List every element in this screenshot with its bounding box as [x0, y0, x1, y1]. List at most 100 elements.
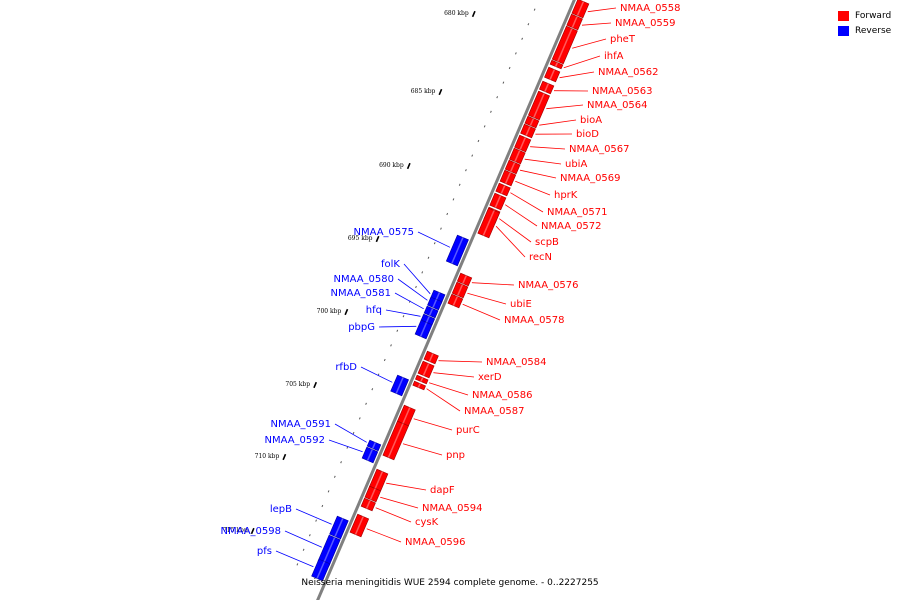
- gene-feature-highlight: [554, 62, 559, 67]
- tick-mark: [471, 10, 476, 18]
- gene-feature-NMAA_0571[interactable]: [495, 182, 511, 197]
- gene-label-NMAA_0587: NMAA_0587: [464, 406, 525, 417]
- gene-feature-pheT[interactable]: [551, 25, 578, 65]
- legend-item-forward: Forward: [838, 8, 898, 23]
- tick-mark: [344, 308, 349, 316]
- minor-tick: [496, 96, 499, 99]
- leader-line: [394, 292, 424, 310]
- gene-label-ihfA: ihfA: [604, 51, 624, 62]
- gene-feature-NMAA_0591[interactable]: [366, 439, 382, 452]
- minor-tick: [358, 417, 361, 420]
- gene-feature-rfbD[interactable]: [390, 374, 409, 397]
- gene-feature-highlight: [557, 28, 573, 62]
- gene-feature-pfs[interactable]: [311, 558, 331, 582]
- leader-line: [380, 496, 419, 509]
- gene-feature-cysK[interactable]: [360, 497, 376, 512]
- gene-feature-ubiE[interactable]: [451, 281, 469, 299]
- gene-feature-NMAA_0562[interactable]: [544, 66, 561, 83]
- gene-feature-NMAA_0563[interactable]: [539, 80, 555, 95]
- leader-line: [417, 231, 451, 248]
- minor-tick: [390, 344, 392, 347]
- minor-tick: [452, 198, 455, 201]
- gene-feature-NMAA_0576[interactable]: [456, 272, 473, 287]
- leader-line: [499, 218, 532, 243]
- gene-feature-hprK[interactable]: [499, 169, 517, 187]
- gene-feature-lepB[interactable]: [329, 515, 349, 540]
- gene-label-NMAA_0598: NMAA_0598: [220, 526, 281, 537]
- gene-label-NMAA_0576: NMAA_0576: [518, 280, 579, 291]
- gene-label-NMAA_0594: NMAA_0594: [422, 503, 483, 514]
- minor-tick: [371, 388, 374, 391]
- minor-tick: [321, 504, 324, 508]
- gene-feature-highlight: [533, 93, 545, 118]
- gene-feature-NMAA_0575[interactable]: [445, 234, 469, 267]
- minor-tick: [458, 183, 461, 186]
- gene-label-folK: folK: [381, 259, 400, 270]
- gene-feature-NMAA_0584[interactable]: [423, 350, 439, 365]
- gene-feature-recN[interactable]: [477, 207, 500, 239]
- gene-feature-NMAA_0594[interactable]: [364, 485, 382, 503]
- gene-feature-ihfA[interactable]: [549, 59, 564, 70]
- gene-feature-highlight: [514, 150, 521, 162]
- gene-feature-NMAA_0558[interactable]: [571, 0, 590, 19]
- leader-line: [295, 508, 332, 525]
- gene-feature-NMAA_0578[interactable]: [447, 293, 464, 309]
- gene-label-bioD: bioD: [576, 129, 599, 140]
- tick-label: 680 kbp: [444, 10, 469, 17]
- minor-tick: [533, 8, 536, 11]
- gene-label-ubiA: ubiA: [565, 159, 587, 170]
- gene-feature-highlight: [576, 1, 585, 16]
- gene-feature-NMAA_0596[interactable]: [349, 513, 370, 538]
- leader-line: [386, 482, 427, 491]
- minor-tick: [396, 329, 399, 332]
- minor-tick: [427, 256, 430, 259]
- gene-feature-NMAA_0586[interactable]: [415, 374, 429, 385]
- minor-tick: [352, 431, 355, 435]
- gene-feature-highlight: [510, 162, 516, 172]
- gene-feature-highlight: [419, 322, 428, 337]
- leader-line: [378, 325, 417, 328]
- gene-feature-highlight: [387, 423, 404, 458]
- gene-feature-pbpG[interactable]: [414, 319, 433, 340]
- gene-feature-highlight: [402, 407, 411, 424]
- gene-feature-NMAA_0559[interactable]: [566, 13, 583, 31]
- minor-tick: [402, 315, 405, 318]
- leader-line: [515, 180, 551, 196]
- minor-tick: [365, 402, 367, 405]
- leader-line: [328, 439, 363, 453]
- leader-line: [334, 423, 367, 443]
- gene-feature-bioD[interactable]: [520, 123, 536, 139]
- gene-feature-pnp[interactable]: [382, 420, 409, 461]
- leader-line: [519, 169, 557, 179]
- leader-line: [504, 204, 538, 227]
- gene-label-NMAA_0581: NMAA_0581: [330, 288, 391, 299]
- gene-feature-highlight: [366, 449, 373, 461]
- gene-label-layer: NMAA_0558 NMAA_0559 pheT ihfA NMAA_0562 NMAA_…: [220, 3, 680, 557]
- minor-tick: [471, 154, 474, 157]
- tick-mark: [375, 235, 380, 243]
- minor-tick: [421, 271, 424, 274]
- leader-line: [433, 372, 475, 378]
- gene-label-rfbD: rfbD: [335, 362, 357, 373]
- gene-feature-NMAA_0572[interactable]: [489, 192, 507, 211]
- gene-label-NMAA_0559: NMAA_0559: [615, 18, 676, 29]
- gene-feature-NMAA_0564[interactable]: [527, 90, 550, 121]
- gene-feature-NMAA_0592[interactable]: [361, 446, 379, 464]
- gene-label-recN: recN: [529, 252, 552, 263]
- gene-feature-ubiA[interactable]: [509, 147, 526, 165]
- gene-feature-NMAA_0581[interactable]: [423, 305, 439, 319]
- gene-feature-NMAA_0580[interactable]: [427, 296, 443, 311]
- gene-feature-bioA[interactable]: [524, 115, 540, 129]
- gene-label-pbpG: pbpG: [348, 322, 375, 333]
- minor-tick: [340, 461, 342, 464]
- gene-feature-highlight: [365, 500, 371, 509]
- gene-feature-NMAA_0587[interactable]: [412, 380, 426, 391]
- gene-feature-NMAA_0567[interactable]: [514, 134, 532, 153]
- leader-line: [413, 418, 453, 431]
- gene-label-NMAA_0578: NMAA_0578: [504, 315, 565, 326]
- minor-tick: [527, 23, 530, 26]
- tick-label: 700 kbp: [317, 308, 342, 315]
- gene-feature-xerD[interactable]: [417, 360, 435, 379]
- gene-feature-NMAA_0569[interactable]: [504, 159, 521, 175]
- legend-swatch-forward: [838, 10, 849, 21]
